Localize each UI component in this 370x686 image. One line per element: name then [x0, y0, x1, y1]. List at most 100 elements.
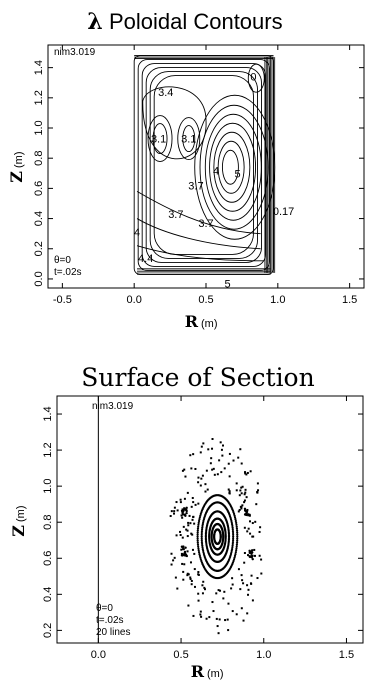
chart1-arc-contour	[136, 245, 264, 262]
chart2-point	[231, 530, 235, 533]
chart2-point	[216, 625, 219, 628]
chart1-ytick-label: 0.8	[33, 151, 45, 166]
chart1-ylabel-group: Z (m)	[7, 152, 26, 183]
chart2-point	[183, 497, 186, 500]
chart2-point	[247, 588, 250, 591]
chart2-point	[232, 537, 235, 540]
chart1-contour-label: 3.1	[151, 134, 166, 146]
chart2-point	[197, 502, 200, 505]
chart2-point	[231, 528, 234, 531]
chart2-point	[210, 457, 213, 460]
chart2-point	[235, 549, 238, 552]
chart2-point	[204, 588, 207, 591]
chart2-point	[200, 530, 204, 533]
chart2-point	[201, 523, 204, 526]
chart2-point	[247, 527, 250, 530]
chart2-point	[227, 537, 231, 540]
chart2-point	[192, 501, 195, 504]
chart2-point	[185, 528, 188, 531]
chart2-point	[233, 514, 236, 517]
chart2-point	[189, 578, 192, 581]
chart2-point	[192, 614, 195, 617]
chart2-point	[256, 482, 259, 485]
chart2-point	[197, 545, 200, 548]
chart2-point	[170, 563, 173, 566]
chart2-time: t=.02s	[96, 615, 124, 626]
chart2-point	[250, 582, 253, 585]
chart2-point	[240, 486, 243, 489]
chart2-point	[238, 494, 241, 497]
chart2-point	[212, 467, 215, 470]
chart1-y-ticks: 0.0 0.2 0.4 0.6 0.8 1.0 1.2 1.4	[33, 60, 364, 287]
chart2-point	[200, 615, 203, 618]
chart2-point	[176, 587, 179, 590]
chart1-right-island-ring	[213, 131, 251, 203]
chart2-point	[243, 509, 247, 512]
chart2-point	[230, 548, 234, 551]
chart2-point	[231, 542, 234, 545]
chart2-point	[234, 551, 237, 554]
chart2-point	[235, 489, 238, 492]
chart1-right-island-ring	[217, 140, 245, 194]
chart2-point	[230, 551, 233, 554]
chart2-point	[224, 619, 227, 622]
chart1-contour-label: 0	[250, 72, 256, 84]
chart2-point	[201, 546, 204, 549]
chart2-point	[173, 506, 176, 509]
chart2-point	[200, 540, 204, 544]
chart2-point	[251, 535, 254, 538]
chart2-point	[243, 493, 246, 496]
chart2-point	[193, 585, 196, 588]
chart2-point	[191, 518, 194, 521]
chart2-point	[215, 592, 218, 595]
chart1-title: λ Poloidal Contours	[87, 9, 282, 35]
chart2-point	[205, 617, 208, 620]
chart2-point	[231, 544, 234, 547]
chart2-point	[196, 527, 200, 530]
chart2-point	[197, 525, 200, 528]
chart2-point	[256, 577, 259, 580]
chart2-point	[249, 470, 252, 473]
chart1-arc-contour	[136, 218, 261, 250]
chart2-point	[191, 548, 194, 551]
chart2-point	[239, 505, 242, 508]
chart2-point	[200, 542, 204, 545]
chart2-point	[200, 537, 203, 540]
chart2-point	[235, 545, 238, 548]
chart2-ytick-label: 0.4	[42, 587, 54, 602]
chart2-point	[250, 552, 253, 556]
chart2-point	[221, 454, 224, 457]
chart2-point	[222, 536, 225, 539]
chart1-contour-label: 3.1	[181, 134, 196, 146]
chart2-point	[246, 471, 249, 474]
chart1-ytick-label: 0.4	[33, 211, 45, 226]
chart2-point	[209, 462, 212, 465]
chart2-point	[219, 536, 222, 539]
chart1-mid-island	[177, 117, 201, 161]
chart2-point	[200, 533, 203, 536]
chart2-point	[191, 496, 194, 499]
chart2-point	[234, 519, 237, 523]
chart2-point	[246, 612, 249, 615]
chart2-point	[211, 468, 214, 471]
chart2-point	[197, 599, 200, 602]
chart1-title-rest: Poloidal Contours	[103, 9, 283, 34]
chart2-point	[240, 462, 243, 465]
chart1-corner-island	[247, 63, 265, 93]
chart2-point	[200, 535, 203, 538]
chart1-contour-label: 4	[213, 165, 219, 177]
chart2-ytick-label: 1.0	[42, 478, 54, 493]
chart1-contour-label: 4	[134, 227, 140, 239]
chart2-point	[206, 488, 209, 491]
chart2-point	[182, 570, 185, 573]
chart2-point	[183, 507, 186, 511]
chart2-run-id: nim3.019	[92, 401, 134, 412]
chart2-point	[176, 509, 179, 512]
chart2-point	[181, 513, 185, 516]
chart2-y-ticks: 0.2 0.4 0.6 0.8 1.0 1.2 1.4	[42, 406, 363, 638]
chart2-point	[253, 548, 256, 551]
chart1-x-ticks: -0.5 0.0 0.5 1.0 1.5	[53, 45, 357, 306]
chart2-point	[240, 607, 243, 610]
chart2-point	[180, 509, 184, 513]
chart2-point	[186, 491, 189, 494]
